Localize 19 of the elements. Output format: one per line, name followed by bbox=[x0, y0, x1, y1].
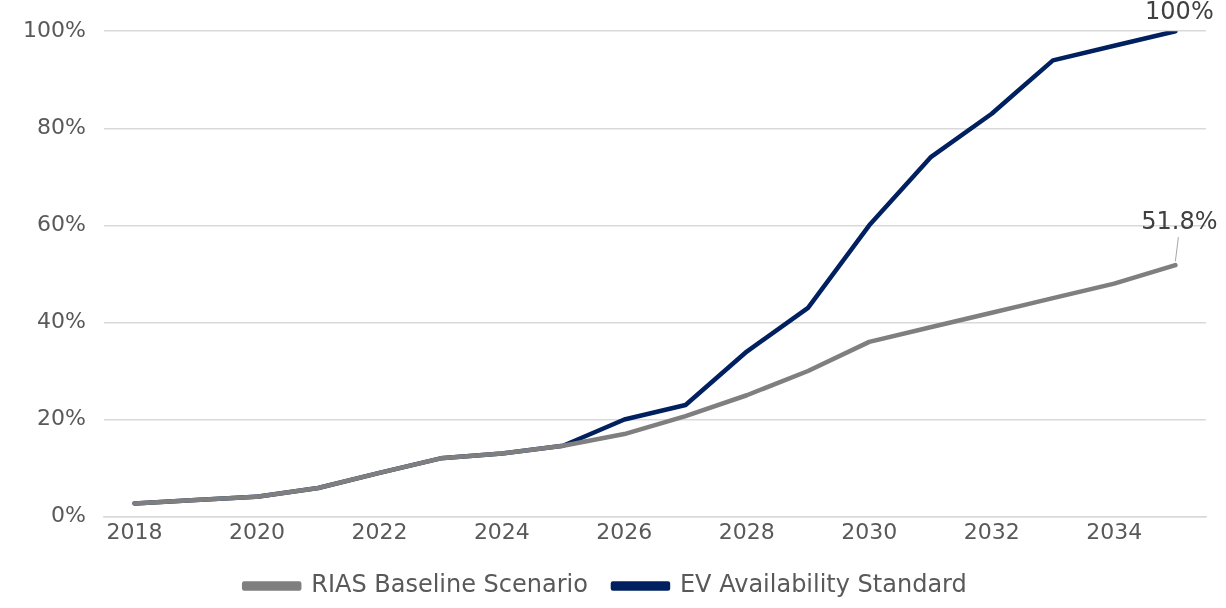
y-tick-label: 80% bbox=[36, 114, 86, 139]
data-label: 51.8% bbox=[1141, 207, 1218, 236]
y-tick-label: 20% bbox=[36, 405, 86, 431]
x-tick-label: 2024 bbox=[473, 518, 530, 544]
y-tick-label: 100% bbox=[22, 16, 86, 42]
x-tick-label: 2030 bbox=[841, 518, 898, 544]
legend-label: EV Availability Standard bbox=[679, 570, 967, 599]
x-tick-label: 2034 bbox=[1086, 518, 1143, 544]
x-tick-label: 2028 bbox=[718, 518, 775, 544]
data-label: 100% bbox=[1145, 0, 1214, 26]
legend-label: RIAS Baseline Scenario bbox=[311, 570, 588, 599]
y-tick-label: 0% bbox=[50, 502, 86, 528]
x-tick-label: 2018 bbox=[106, 518, 163, 544]
y-tick-label: 40% bbox=[36, 308, 86, 334]
x-tick-label: 2020 bbox=[228, 518, 285, 544]
x-tick-label: 2026 bbox=[596, 518, 653, 544]
x-tick-label: 2032 bbox=[963, 518, 1020, 544]
y-tick-label: 60% bbox=[36, 211, 86, 237]
x-tick-label: 2022 bbox=[351, 518, 408, 544]
